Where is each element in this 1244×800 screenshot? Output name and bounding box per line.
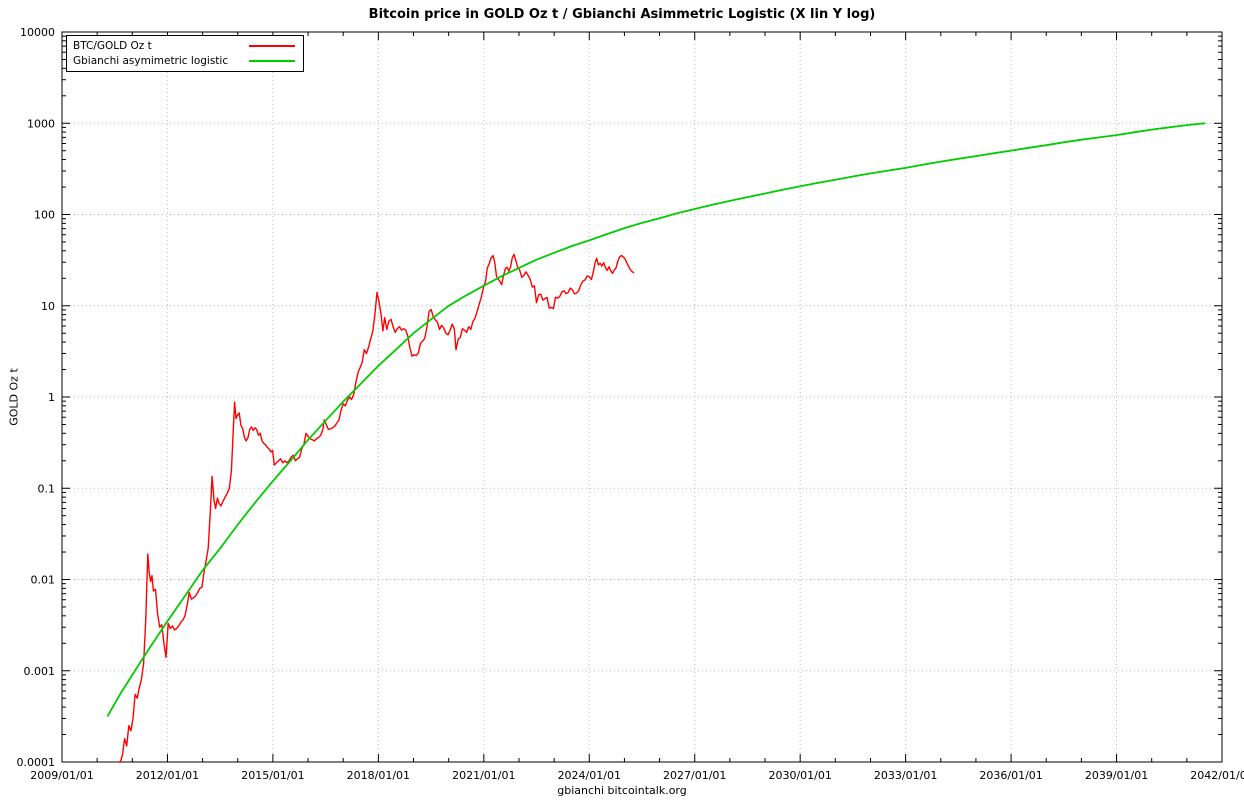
svg-text:0.01: 0.01 — [31, 574, 56, 587]
svg-text:0.1: 0.1 — [38, 482, 56, 495]
chart-title: Bitcoin price in GOLD Oz t / Gbianchi As… — [368, 7, 876, 22]
svg-text:2024/01/01: 2024/01/01 — [558, 769, 621, 782]
svg-text:10: 10 — [41, 300, 55, 313]
legend-line-sample-green — [249, 59, 295, 62]
legend: BTC/GOLD Oz t Gbianchi asymimetric logis… — [66, 35, 304, 72]
svg-text:100: 100 — [34, 209, 55, 222]
svg-text:2027/01/01: 2027/01/01 — [663, 769, 726, 782]
svg-text:0.0001: 0.0001 — [17, 756, 56, 769]
svg-text:2012/01/01: 2012/01/01 — [136, 769, 199, 782]
footer-caption: gbianchi bitcointalk.org — [557, 784, 687, 797]
legend-label-btc-gold: BTC/GOLD Oz t — [73, 39, 152, 52]
svg-text:2030/01/01: 2030/01/01 — [768, 769, 831, 782]
svg-text:2009/01/01: 2009/01/01 — [30, 769, 93, 782]
svg-text:2039/01/01: 2039/01/01 — [1085, 769, 1148, 782]
svg-text:2036/01/01: 2036/01/01 — [979, 769, 1042, 782]
svg-text:1000: 1000 — [27, 117, 55, 130]
svg-text:2021/01/01: 2021/01/01 — [452, 769, 515, 782]
legend-label-logistic: Gbianchi asymimetric logistic — [73, 54, 229, 67]
legend-item-btc-gold: BTC/GOLD Oz t — [73, 39, 295, 52]
svg-text:2033/01/01: 2033/01/01 — [874, 769, 937, 782]
y-axis-label: GOLD Oz t — [7, 368, 21, 426]
svg-text:2042/01/01: 2042/01/01 — [1190, 769, 1244, 782]
svg-text:10000: 10000 — [20, 26, 55, 39]
svg-text:1: 1 — [48, 391, 55, 404]
legend-line-sample-red — [249, 44, 295, 47]
svg-text:0.001: 0.001 — [24, 665, 56, 678]
svg-text:2015/01/01: 2015/01/01 — [241, 769, 304, 782]
legend-item-logistic: Gbianchi asymimetric logistic — [73, 54, 295, 67]
svg-text:2018/01/01: 2018/01/01 — [347, 769, 410, 782]
